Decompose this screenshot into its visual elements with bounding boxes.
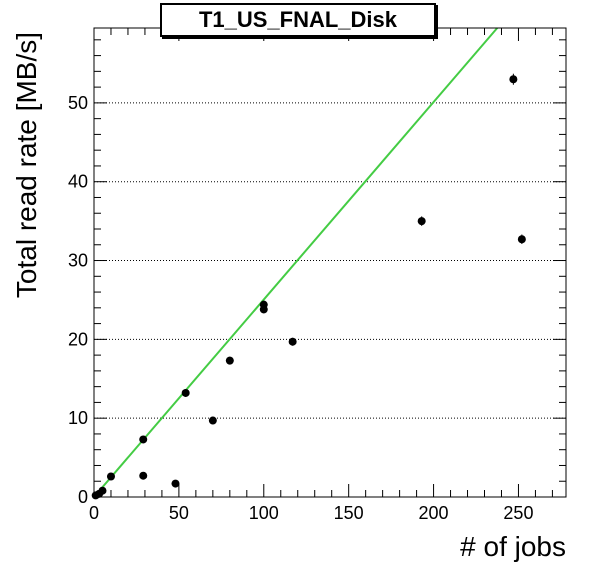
- x-axis-title: # of jobs: [460, 531, 566, 562]
- y-tick-label: 0: [78, 487, 88, 507]
- y-axis-title: Total read rate [MB/s]: [11, 32, 42, 298]
- y-tick-label: 10: [68, 408, 88, 428]
- data-point: [225, 356, 234, 365]
- y-tick-label: 20: [68, 329, 88, 349]
- x-tick-label: 0: [89, 503, 99, 523]
- data-points: [91, 73, 526, 500]
- y-tick-label: 50: [68, 93, 88, 113]
- data-point: [509, 75, 518, 84]
- x-tick-label: 200: [419, 503, 449, 523]
- data-point: [171, 479, 180, 488]
- data-point: [98, 486, 107, 495]
- data-point: [139, 435, 148, 444]
- x-tick-label: 250: [503, 503, 533, 523]
- x-tick-label: 100: [249, 503, 279, 523]
- data-point: [259, 305, 268, 314]
- grid-lines: [94, 102, 566, 419]
- fit-line-group: [93, 27, 498, 498]
- y-tick-label: 40: [68, 172, 88, 192]
- x-tick-label: 50: [169, 503, 189, 523]
- chart-title: T1_US_FNAL_Disk: [160, 3, 436, 37]
- data-point: [417, 217, 426, 226]
- data-point: [181, 388, 190, 397]
- x-tick-label: 150: [334, 503, 364, 523]
- fit-line: [93, 27, 498, 498]
- data-point: [139, 471, 148, 480]
- axis-ticks: [93, 28, 566, 498]
- tick-labels: 0 10 20 30 40 50 0 50 100 150 200 250: [68, 93, 534, 523]
- data-point: [517, 235, 526, 244]
- y-tick-label: 30: [68, 251, 88, 271]
- data-point: [288, 337, 297, 346]
- data-point: [106, 472, 115, 481]
- plot-frame: [93, 27, 567, 498]
- data-point: [208, 416, 217, 425]
